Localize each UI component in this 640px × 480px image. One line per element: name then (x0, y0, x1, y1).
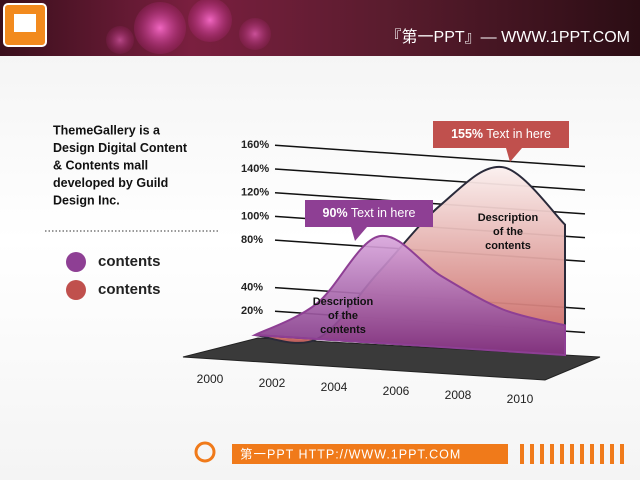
x-tick-label: 2000 (197, 372, 224, 386)
x-tick-label: 2008 (445, 388, 472, 402)
sidebar-line: & Contents mall (53, 158, 148, 172)
bokeh (134, 2, 186, 54)
y-tick-label: 40% (241, 281, 263, 293)
footer-icon (194, 441, 216, 463)
x-tick-label: 2004 (321, 380, 348, 394)
description: Description (313, 296, 374, 308)
bokeh (106, 26, 134, 54)
area (251, 234, 566, 357)
legend-swatch (66, 280, 86, 300)
sidebar-line: Design Inc. (53, 193, 120, 207)
y-tick-label: 160% (241, 139, 269, 151)
callout (305, 200, 433, 241)
bokeh (188, 0, 232, 42)
sidebar-line: developed by Guild (53, 176, 168, 190)
description: Description (478, 212, 539, 224)
y-tick-label: 100% (241, 210, 269, 222)
callout-value: 155% (451, 127, 483, 141)
grid-line (274, 168, 586, 191)
header-title: 『第一PPT』— WWW.1PPT.COM (386, 28, 630, 46)
y-tick-label: 120% (241, 187, 269, 199)
x-tick-label: 2010 (507, 392, 534, 406)
footer-band (232, 444, 508, 464)
callout-label: Text in here (483, 127, 551, 141)
callout-text: 155% Text in here (451, 127, 551, 141)
legend-swatch (66, 252, 86, 272)
description: of the (493, 226, 523, 238)
header: 『第一PPT』— WWW.1PPT.COM (0, 0, 640, 56)
x-tick-label: 2002 (259, 376, 286, 390)
description: contents (485, 240, 531, 252)
legend-label: contents (98, 281, 161, 298)
header-band (0, 0, 640, 56)
callout-text: 90% Text in here (323, 206, 416, 220)
description: of the (328, 310, 358, 322)
sidebar: ThemeGallery is a Design Digital Content &… (53, 123, 188, 207)
description: contents (320, 324, 366, 336)
footer-stripes (520, 444, 624, 464)
callout (433, 121, 569, 162)
y-tick-label: 80% (241, 234, 263, 246)
footer-text: 第一PPT HTTP://WWW.1PPT.COM (240, 447, 461, 461)
y-tick-label: 140% (241, 163, 269, 175)
x-tick-label: 2006 (383, 384, 410, 398)
bokeh (239, 18, 271, 50)
chart: 20% 40% 80% 100% 120% 140% 160% contents content… (66, 121, 601, 406)
callout-value: 90% (323, 206, 348, 220)
sidebar-line: ThemeGallery is a (53, 123, 161, 137)
footer: 第一PPT HTTP://WWW.1PPT.COM (194, 441, 624, 464)
sidebar-line: Design Digital Content (53, 141, 188, 155)
grid-line (274, 144, 586, 168)
logo-icon (14, 14, 36, 32)
y-tick-label: 20% (241, 305, 263, 317)
floor (182, 337, 601, 381)
callout-label: Text in here (348, 206, 416, 220)
legend-label: contents (98, 253, 161, 270)
